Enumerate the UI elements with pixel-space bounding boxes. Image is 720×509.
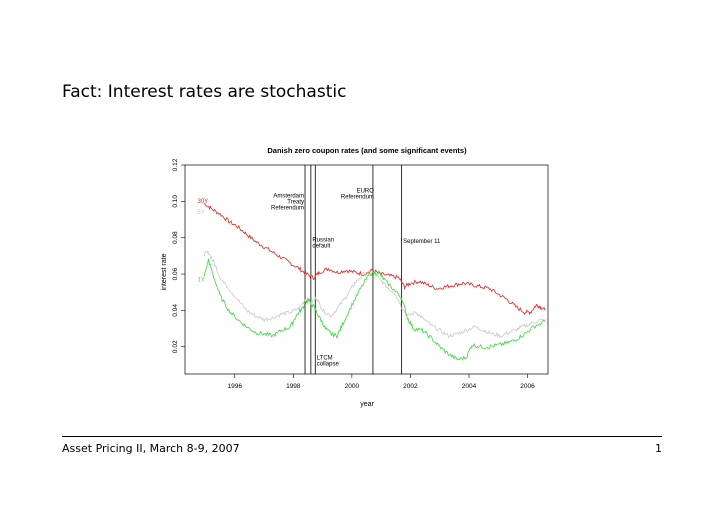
event-label: EURO [357,188,375,194]
y-tick-label: 0.10 [172,195,179,208]
y-axis: 0.02 0.04 0.06 0.08 0.10 0.12 [172,158,185,353]
y-tick-label: 0.04 [172,304,179,317]
x-tick-label: 2002 [403,383,418,390]
series-line-30y [203,202,546,316]
event-label: LTCM [317,355,333,361]
x-tick-label: 2004 [462,383,477,390]
event-lines [304,165,403,374]
plot-frame [184,164,549,375]
series-label: 5Y [197,210,204,216]
x-tick-label: 1998 [286,383,301,390]
event-label: default [312,243,330,249]
page-number: 1 [655,442,662,455]
event-label: Russian [312,237,334,243]
x-tick-label: 2006 [520,383,535,390]
footer-rule [62,436,662,437]
event-label: Referendum [271,206,304,212]
event-label: Treaty [287,200,304,206]
event-label: collapse [317,361,340,367]
series-label: 30Y [197,199,208,205]
series-label: 1Y [197,277,204,283]
series-line-5y [203,250,546,339]
y-axis-label: interest rate [161,253,168,290]
series-labels: 30Y 5Y 1Y [197,199,208,283]
x-tick-label: 1996 [228,383,243,390]
event-label: September 11 [403,239,441,245]
event-label: Referendum [341,194,374,200]
footer-left: Asset Pricing II, March 8-9, 2007 [62,442,240,455]
chart-title: Danish zero coupon rates (and some signi… [267,146,467,155]
series-group [203,202,546,361]
x-axis: 1996 1998 2000 2002 2004 2006 [228,374,535,390]
series-line-1y [203,258,546,361]
y-tick-label: 0.06 [172,267,179,280]
event-labels: AmsterdamTreatyReferendumRussiandefaultL… [271,188,441,367]
chart: Danish zero coupon rates (and some signi… [161,146,549,408]
slide-title: Fact: Interest rates are stochastic [62,82,347,102]
x-tick-label: 2000 [345,383,360,390]
x-axis-label: year [360,401,374,408]
y-tick-label: 0.02 [172,340,179,353]
y-tick-label: 0.08 [172,231,179,244]
event-label: Amsterdam [273,194,304,200]
y-tick-label: 0.12 [172,158,179,171]
